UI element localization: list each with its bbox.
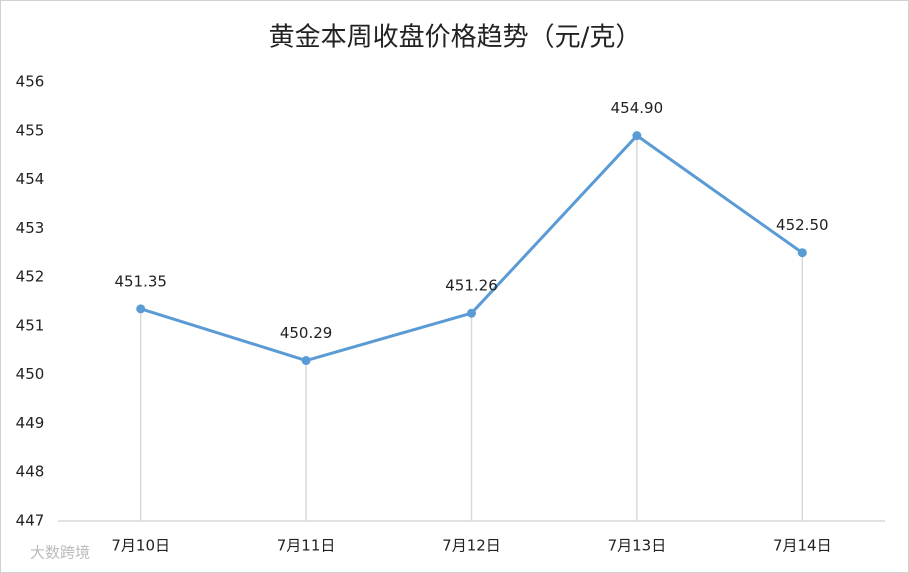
- x-tick-label: 7月10日: [111, 537, 170, 555]
- y-tick-label: 453: [16, 219, 45, 237]
- data-label: 452.50: [776, 216, 829, 234]
- data-point: [632, 131, 642, 141]
- y-tick-label: 451: [16, 316, 45, 334]
- data-point: [467, 308, 476, 318]
- data-label: 454.90: [611, 99, 664, 117]
- y-tick-label: 452: [16, 268, 45, 286]
- data-label: 451.35: [114, 272, 167, 290]
- data-label: 451.26: [445, 277, 498, 295]
- data-point: [136, 304, 146, 314]
- x-tick-label: 7月14日: [773, 537, 832, 555]
- y-tick-label: 449: [16, 414, 45, 432]
- y-tick-label: 454: [16, 170, 45, 188]
- y-tick-label: 448: [16, 463, 45, 481]
- y-tick-label: 455: [16, 121, 45, 139]
- y-tick-label: 456: [16, 73, 45, 91]
- y-tick-label: 447: [16, 512, 45, 530]
- x-tick-label: 7月13日: [608, 537, 667, 555]
- x-tick-label: 7月11日: [277, 537, 336, 555]
- data-point: [301, 356, 311, 366]
- data-label: 450.29: [280, 324, 333, 342]
- watermark: 大数跨境: [30, 544, 90, 562]
- y-tick-label: 450: [16, 365, 45, 383]
- x-tick-label: 7月12日: [442, 537, 501, 555]
- data-point: [797, 248, 807, 258]
- chart-title: 黄金本周收盘价格趋势（元/克）: [269, 23, 642, 53]
